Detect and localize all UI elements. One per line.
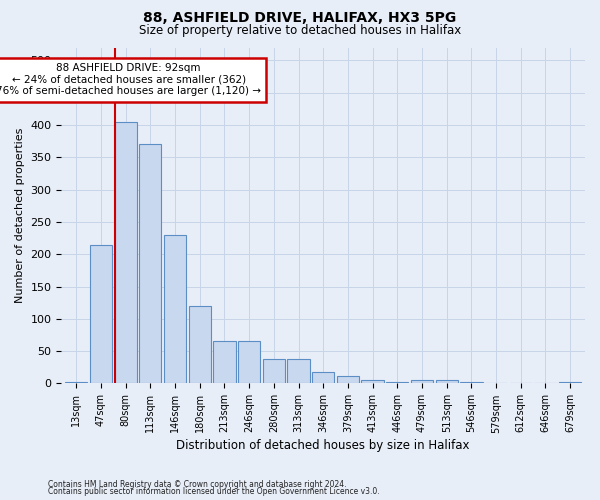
Bar <box>115 122 137 384</box>
Bar <box>312 372 334 384</box>
Bar <box>90 244 112 384</box>
Bar <box>386 382 409 384</box>
Bar <box>485 383 507 384</box>
Text: 88 ASHFIELD DRIVE: 92sqm
← 24% of detached houses are smaller (362)
76% of semi-: 88 ASHFIELD DRIVE: 92sqm ← 24% of detach… <box>0 63 261 96</box>
Y-axis label: Number of detached properties: Number of detached properties <box>15 128 25 303</box>
Bar <box>460 382 482 384</box>
Bar <box>139 144 161 384</box>
Bar <box>287 359 310 384</box>
Bar <box>436 380 458 384</box>
Text: Size of property relative to detached houses in Halifax: Size of property relative to detached ho… <box>139 24 461 37</box>
Bar <box>164 235 186 384</box>
Bar <box>238 342 260 384</box>
Bar <box>213 342 236 384</box>
Bar <box>361 380 384 384</box>
Text: Contains public sector information licensed under the Open Government Licence v3: Contains public sector information licen… <box>48 488 380 496</box>
Bar <box>188 306 211 384</box>
Text: Contains HM Land Registry data © Crown copyright and database right 2024.: Contains HM Land Registry data © Crown c… <box>48 480 347 489</box>
X-axis label: Distribution of detached houses by size in Halifax: Distribution of detached houses by size … <box>176 440 470 452</box>
Bar <box>337 376 359 384</box>
Bar <box>65 382 88 384</box>
Bar <box>559 382 581 384</box>
Bar <box>263 359 285 384</box>
Bar <box>411 380 433 384</box>
Text: 88, ASHFIELD DRIVE, HALIFAX, HX3 5PG: 88, ASHFIELD DRIVE, HALIFAX, HX3 5PG <box>143 11 457 25</box>
